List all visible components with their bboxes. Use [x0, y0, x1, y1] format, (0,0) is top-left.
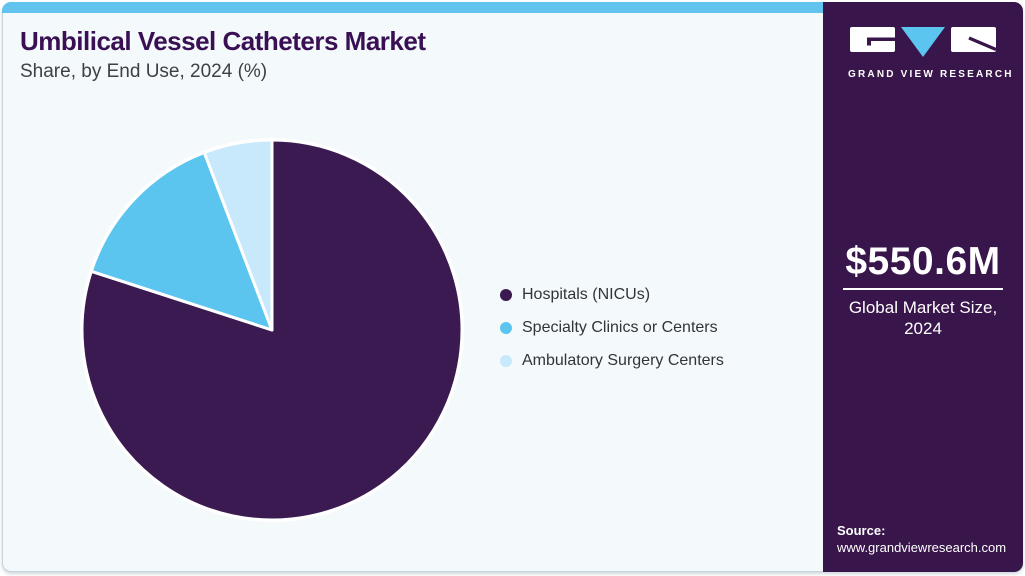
pie-chart-svg	[80, 138, 464, 522]
header: Umbilical Vessel Catheters Market Share,…	[20, 26, 426, 84]
page-subtitle: Share, by End Use, 2024 (%)	[20, 61, 268, 82]
pie-slice-1	[89, 150, 274, 332]
gvr-logo-icon	[850, 27, 997, 57]
legend-label: Ambulatory Surgery Centers	[522, 352, 724, 369]
sidebar: GRAND VIEW RESEARCH $550.6M Global Marke…	[823, 2, 1023, 572]
pie-chart	[70, 128, 474, 532]
market-size-divider	[843, 288, 1003, 290]
legend-label: Specialty Clinics or Centers	[522, 319, 718, 336]
source-label: Source:	[837, 523, 886, 538]
legend-item-specialty-clinics: Specialty Clinics or Centers	[500, 317, 724, 338]
legend-item-hospitals: Hospitals (NICUs)	[500, 284, 724, 305]
legend-dot-hospitals	[500, 288, 512, 301]
legend-dot-ambulatory-surgery	[500, 354, 512, 367]
market-size-label-line2: 2024	[904, 319, 942, 338]
source-block: Source: www.grandviewresearch.com	[837, 523, 1006, 556]
page-title: Umbilical Vessel Catheters Market	[20, 26, 426, 56]
market-size-label-line1: Global Market Size,	[848, 298, 998, 317]
legend-label: Hospitals (NICUs)	[522, 286, 651, 303]
legend-dot-specialty-clinics	[500, 321, 512, 334]
brand-logo: GRAND VIEW RESEARCH	[848, 27, 1014, 80]
top-accent-bar	[2, 2, 823, 13]
source-url-link[interactable]: www.grandviewresearch.com	[837, 540, 1007, 555]
legend-item-ambulatory-surgery: Ambulatory Surgery Centers	[500, 350, 724, 371]
brand-name: GRAND VIEW RESEARCH	[848, 69, 1014, 80]
chart-legend: Hospitals (NICUs) Specialty Clinics or C…	[500, 284, 724, 383]
pie-slice-2	[202, 138, 274, 332]
market-size-value: $550.6M	[845, 240, 1001, 283]
market-size-block: $550.6M Global Market Size, 2024	[823, 240, 1023, 339]
